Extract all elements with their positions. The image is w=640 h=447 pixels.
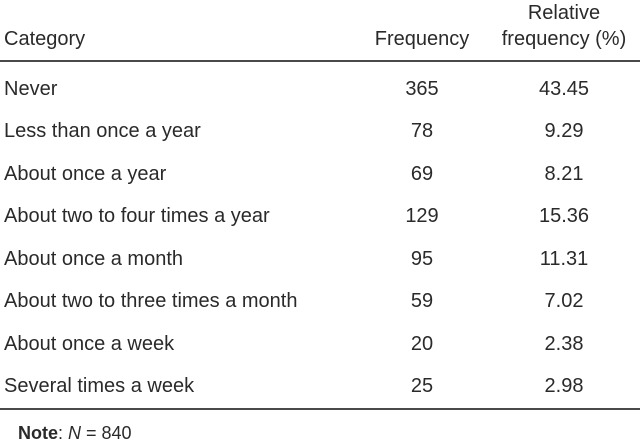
header-relative-frequency-line1: Relative xyxy=(527,2,601,24)
table-row: Several times a week 25 2.98 xyxy=(0,366,640,409)
relative-frequency-cell: 7.02 xyxy=(544,290,584,313)
note-label: Note xyxy=(18,423,58,443)
frequency-cell: 129 xyxy=(405,205,439,228)
table-note: Note: N = 840 xyxy=(0,410,640,444)
relative-frequency-cell: 9.29 xyxy=(544,120,584,143)
category-cell: Never xyxy=(4,77,58,100)
table-row: About once a month 95 11.31 xyxy=(0,238,640,281)
table-row: About two to three times a month 59 7.02 xyxy=(0,281,640,324)
note-sample-value: = 840 xyxy=(81,423,132,443)
table-body: Never 365 43.45 Less than once a year 78… xyxy=(0,62,640,408)
table-header-row: Category Frequency Relative frequency (%… xyxy=(0,0,640,60)
note-colon: : xyxy=(58,423,69,443)
category-cell: About two to four times a year xyxy=(4,205,270,228)
table-row: About once a year 69 8.21 xyxy=(0,153,640,196)
table-row: About two to four times a year 129 15.36 xyxy=(0,196,640,239)
category-cell: Less than once a year xyxy=(4,120,201,143)
header-divider-rule xyxy=(0,60,640,62)
header-relative-frequency: Relative frequency (%) xyxy=(488,0,640,52)
frequency-cell: 69 xyxy=(410,162,434,185)
relative-frequency-cell: 8.21 xyxy=(544,162,584,185)
table-row: Less than once a year 78 9.29 xyxy=(0,111,640,154)
frequency-cell: 25 xyxy=(410,375,434,398)
header-relative-frequency-line2: frequency (%) xyxy=(501,28,627,50)
frequency-cell: 78 xyxy=(410,120,434,143)
category-cell: About once a week xyxy=(4,332,175,355)
footer-divider-rule xyxy=(0,408,640,410)
frequency-cell: 365 xyxy=(405,77,439,100)
relative-frequency-cell: 2.38 xyxy=(544,332,584,355)
relative-frequency-cell: 2.98 xyxy=(544,375,584,398)
note-sample-symbol: N xyxy=(68,423,82,443)
relative-frequency-cell: 43.45 xyxy=(538,77,590,100)
category-cell: About two to three times a month xyxy=(4,290,298,313)
frequency-cell: 95 xyxy=(410,247,434,270)
frequency-cell: 20 xyxy=(410,332,434,355)
frequency-cell: 59 xyxy=(410,290,434,313)
relative-frequency-cell: 15.36 xyxy=(538,205,590,228)
category-cell: About once a month xyxy=(4,247,184,270)
table-row: Never 365 43.45 xyxy=(0,68,640,111)
header-category: Category xyxy=(4,28,86,50)
header-frequency: Frequency xyxy=(374,28,470,50)
category-cell: Several times a week xyxy=(4,375,195,398)
table-row: About once a week 20 2.38 xyxy=(0,323,640,366)
relative-frequency-cell: 11.31 xyxy=(539,247,589,270)
category-cell: About once a year xyxy=(4,162,167,185)
